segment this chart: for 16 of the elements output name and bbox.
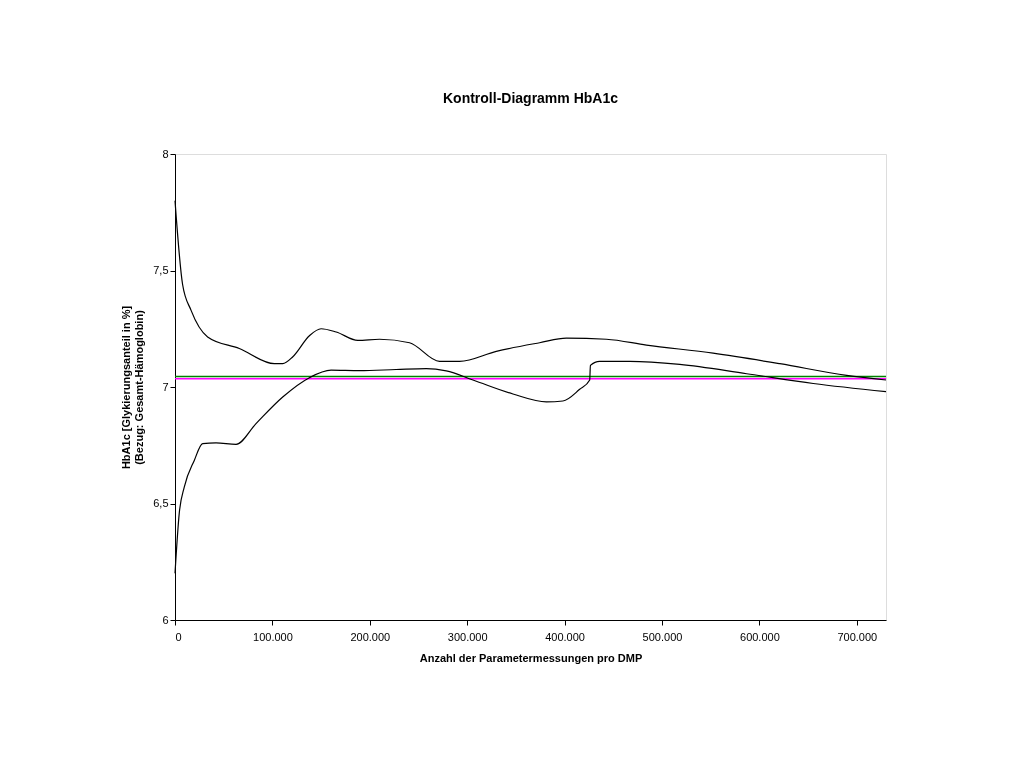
x-tick-label: 0 [175, 630, 182, 643]
x-tick-label: 200.000 [350, 630, 391, 643]
x-tick-label: 400.000 [545, 630, 585, 643]
x-tick-label: 500.000 [642, 630, 683, 643]
y-tick-label: 7,5 [153, 264, 169, 276]
x-tick-label: 600.000 [740, 630, 780, 643]
x-axis-title: Anzahl der Parametermessungen pro DMP [419, 651, 643, 664]
y-axis-title: HbA1c [Glykierungsanteil in %] (Bezug: Gesamt-Hämoglobin) [120, 305, 146, 470]
chart-title: Kontroll-Diagramm HbA1c [442, 90, 619, 106]
x-tick-label: 700.000 [837, 630, 878, 643]
y-tick-label: 8 [162, 147, 169, 160]
x-tick-label: 300.000 [447, 630, 488, 643]
x-tick-label: 100.000 [253, 630, 293, 643]
y-tick-label: 7 [162, 380, 169, 393]
y-tick-label: 6 [162, 613, 169, 626]
y-tick-label: 6,5 [153, 497, 169, 509]
